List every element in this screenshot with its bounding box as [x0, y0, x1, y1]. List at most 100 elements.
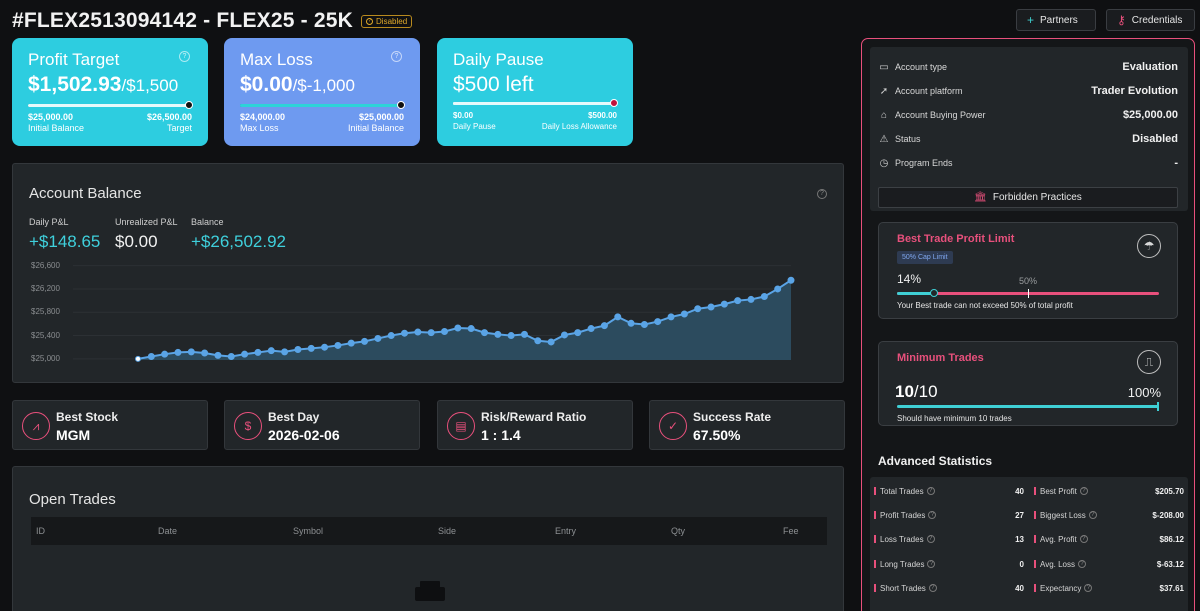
balance-value: +$26,502.92: [191, 232, 287, 251]
balance-point: [414, 328, 422, 336]
target-value: $26,500.00: [146, 112, 192, 122]
clock-icon: ◷: [879, 157, 889, 169]
minimum-trades-end-marker: [1157, 402, 1159, 411]
help-icon[interactable]: ?: [928, 511, 937, 519]
balance-point: [587, 325, 595, 333]
help-icon[interactable]: ?: [1079, 487, 1088, 495]
help-icon[interactable]: ?: [1079, 535, 1088, 543]
profit-target-progress: [28, 101, 193, 109]
account-row-value: Disabled: [1132, 133, 1178, 145]
account-row: ⚠ Status Disabled: [878, 132, 1178, 146]
credentials-button[interactable]: ⚷ Credentials: [1106, 9, 1195, 31]
stat-row-value: 0: [1019, 559, 1024, 569]
stat-row-value: $-63.12: [1156, 559, 1184, 569]
balance-point: [494, 330, 502, 338]
account-row-label: Account Buying Power: [895, 110, 986, 120]
column-header[interactable]: ID: [36, 526, 45, 536]
balance-point: [321, 343, 329, 351]
stat-row-label: Long Trades: [880, 559, 925, 569]
help-icon[interactable]: ?: [179, 51, 190, 62]
help-icon[interactable]: ?: [391, 51, 402, 62]
balance-point: [627, 319, 635, 327]
column-header[interactable]: Qty: [671, 526, 686, 536]
balance-point: [787, 276, 795, 284]
help-icon[interactable]: ?: [1077, 560, 1086, 568]
stat-row-value: 40: [1015, 486, 1024, 496]
empty-inbox-icon: [415, 581, 445, 601]
stat-row-value: 40: [1015, 583, 1024, 593]
open-trades-title: Open Trades: [29, 491, 116, 508]
status-badge: ? Disabled: [361, 14, 413, 28]
advanced-statistics-box: Total Trades? 40 Profit Trades? 27 Loss Trad…: [870, 477, 1188, 611]
dollar-icon: $: [234, 412, 262, 440]
help-icon[interactable]: ?: [1084, 584, 1093, 592]
partners-button[interactable]: + Partners: [1016, 9, 1096, 31]
y-tick-label: $26,600: [31, 260, 60, 270]
help-icon[interactable]: ?: [926, 535, 935, 543]
balance-point: [174, 348, 182, 356]
help-icon[interactable]: ?: [928, 584, 937, 592]
account-details-panel: 🏛 Forbidden Practices ▭ Account type Evalu…: [861, 38, 1195, 611]
column-header[interactable]: Entry: [555, 526, 577, 536]
balance-point: [241, 350, 249, 358]
balance-point: [347, 339, 355, 347]
stat-row: Profit Trades? 27: [874, 509, 1024, 521]
umbrella-icon: ☂: [1137, 234, 1161, 258]
plus-icon: +: [1027, 13, 1035, 27]
account-info-box: 🏛 Forbidden Practices ▭ Account type Evalu…: [870, 47, 1188, 211]
stat-row: Long Trades? 0: [874, 558, 1024, 570]
stat-card-label: Risk/Reward Ratio: [481, 410, 587, 424]
balance-point: [707, 303, 715, 311]
best-trade-note: Your Best trade can not exceed 50% of to…: [897, 301, 1073, 310]
forbidden-practices-button[interactable]: 🏛 Forbidden Practices: [878, 187, 1178, 208]
open-trades-table-header: ID Date Symbol Side Entry Qty Fee: [31, 517, 827, 545]
stat-card-label: Best Day: [268, 410, 320, 424]
stat-row-label: Short Trades: [880, 583, 926, 593]
account-row: ▭ Account type Evaluation: [878, 60, 1178, 74]
chart-icon: ⩘: [22, 412, 50, 440]
daily-pause-title: Daily Pause: [453, 50, 544, 69]
minimum-trades-progress: [897, 402, 1159, 411]
column-header[interactable]: Date: [158, 526, 178, 536]
balance-point: [267, 347, 275, 355]
stat-row-label: Avg. Loss: [1040, 559, 1075, 569]
balance-point: [214, 351, 222, 359]
account-row-value: -: [1174, 157, 1178, 169]
column-header[interactable]: Symbol: [293, 526, 324, 536]
account-row: ◷ Program Ends -: [878, 156, 1178, 170]
stat-row: Best Profit? $205.70: [1034, 485, 1184, 497]
initial-balance-value: $25,000.00: [358, 112, 404, 122]
column-header[interactable]: Side: [438, 526, 457, 536]
account-row-value: Trader Evolution: [1091, 85, 1178, 97]
page-title: #FLEX2513094142 - FLEX25 - 25K: [12, 9, 354, 32]
balance-point: [201, 349, 209, 357]
stat-row-value: $205.70: [1155, 486, 1184, 496]
stat-row-value: $86.12: [1159, 534, 1184, 544]
stat-row-value: $-208.00: [1152, 510, 1184, 520]
stat-card: ✓ Success Rate 67.50%: [649, 400, 845, 450]
profit-target-value: $1,502.93/$1,500: [28, 73, 179, 96]
column-header[interactable]: Fee: [783, 526, 799, 536]
stat-card-value: 1 : 1.4: [481, 427, 521, 443]
help-icon[interactable]: ?: [817, 189, 827, 199]
balance-label: Balance: [191, 217, 224, 227]
account-row-value: $25,000.00: [1122, 109, 1178, 121]
balance-point: [520, 330, 528, 338]
help-icon[interactable]: ?: [926, 487, 935, 495]
help-icon[interactable]: ?: [927, 560, 936, 568]
stat-row-marker: [874, 560, 876, 568]
balance-point: [374, 334, 382, 342]
minimum-trades-percent: 100%: [1127, 385, 1161, 400]
stat-card-value: 2026-02-06: [268, 427, 340, 443]
minimum-trades-box: Minimum Trades ⎍ 10/10 100% Should have …: [878, 341, 1178, 426]
stat-card-value: MGM: [56, 427, 91, 443]
stat-row: Biggest Loss? $-208.00: [1034, 509, 1184, 521]
balance-point: [334, 341, 342, 349]
partners-button-label: Partners: [1040, 14, 1078, 26]
cap-limit-tag: 50% Cap Limit: [897, 251, 953, 264]
balance-point: [747, 295, 755, 303]
help-icon[interactable]: ?: [1088, 511, 1097, 519]
account-row: ➚ Account platform Trader Evolution: [878, 84, 1178, 98]
balance-point: [760, 293, 768, 301]
daily-pnl-value: +$148.65: [29, 232, 101, 251]
